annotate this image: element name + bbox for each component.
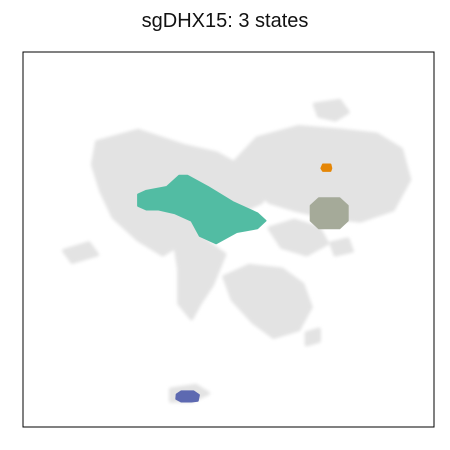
background-cell-region-8 [329, 237, 354, 257]
state-highlights [137, 163, 349, 403]
background-cell-region-5 [267, 218, 330, 257]
background-cell-region-2 [230, 125, 412, 223]
plot-frame [22, 51, 435, 428]
background-cell-region-7 [312, 98, 350, 122]
state-cluster-3 [175, 390, 200, 403]
state-cluster-1 [309, 197, 349, 230]
chart-title: sgDHX15: 3 states [141, 10, 309, 32]
background-cell-region-6 [62, 241, 99, 264]
state-cluster-0 [137, 174, 267, 245]
state-cluster-2 [320, 163, 333, 172]
background-cells [62, 98, 412, 403]
background-cell-region-4 [222, 263, 313, 339]
background-cell-region-3 [173, 222, 227, 321]
background-cell-region-10 [304, 327, 321, 347]
